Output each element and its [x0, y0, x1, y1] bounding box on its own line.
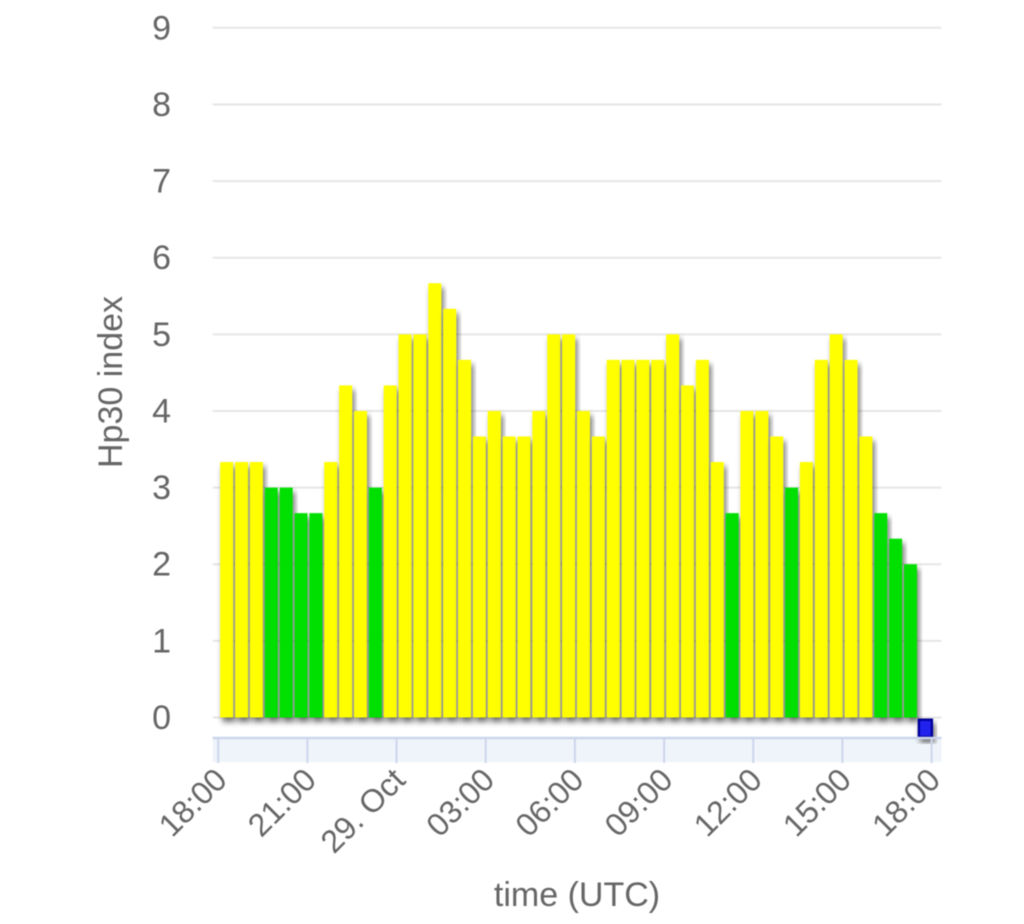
- svg-text:8: 8: [152, 86, 171, 124]
- svg-text:0: 0: [152, 699, 171, 737]
- svg-text:time (UTC): time (UTC): [494, 876, 660, 914]
- svg-text:9: 9: [152, 9, 171, 47]
- svg-text:6: 6: [152, 239, 171, 277]
- svg-text:1: 1: [152, 622, 171, 660]
- svg-text:Hp30 index: Hp30 index: [92, 296, 130, 468]
- svg-text:7: 7: [152, 163, 171, 201]
- svg-text:5: 5: [152, 316, 171, 354]
- svg-text:2: 2: [152, 546, 171, 584]
- svg-text:3: 3: [152, 469, 171, 507]
- svg-text:4: 4: [152, 393, 171, 431]
